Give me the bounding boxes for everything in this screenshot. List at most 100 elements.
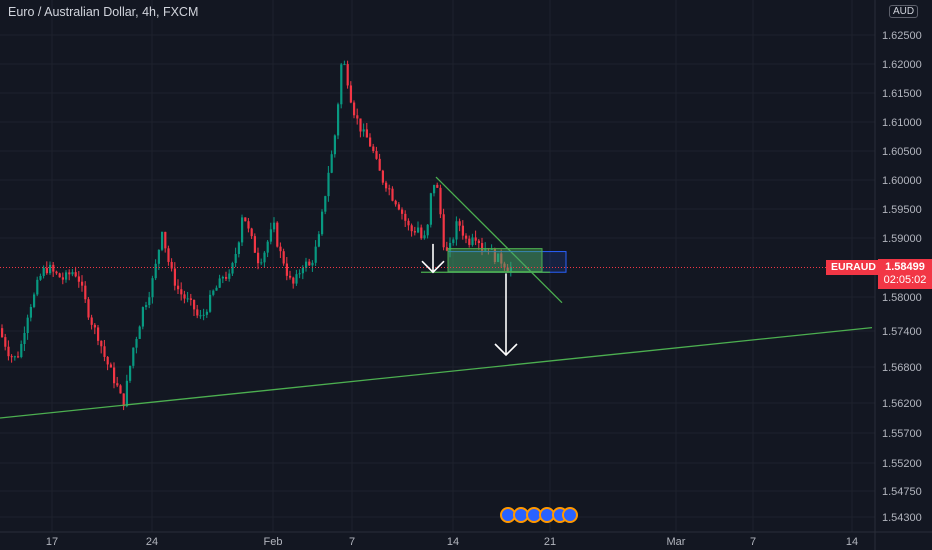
candle-body: [401, 209, 404, 214]
candle-body: [148, 297, 151, 306]
candle-body: [81, 281, 84, 286]
candle-body: [7, 346, 10, 357]
candle-body: [349, 85, 352, 103]
candle-body: [161, 231, 164, 250]
candle-body: [353, 102, 356, 116]
candle-body: [157, 249, 160, 264]
price-axis-label: 1.58000: [882, 292, 922, 304]
candle-body: [97, 327, 100, 341]
candle-body: [413, 231, 416, 233]
price-axis-label: 1.59000: [882, 233, 922, 245]
candle-body: [164, 231, 167, 249]
current-price-tag: 1.58499 02:05:02: [878, 259, 932, 289]
candle-body: [426, 224, 429, 236]
candle-body: [231, 263, 234, 274]
candle-body: [173, 268, 176, 286]
candle-body: [13, 356, 16, 358]
candle-body: [327, 172, 330, 197]
candle-body: [167, 248, 170, 262]
candle-body: [500, 253, 503, 264]
candle-body: [311, 262, 314, 266]
candle-body: [337, 104, 340, 136]
candle-body: [77, 276, 80, 282]
candle-body: [45, 267, 48, 274]
time-axis-label: 14: [846, 536, 858, 548]
candle-body: [52, 264, 55, 272]
time-axis-label: Feb: [264, 536, 283, 548]
time-axis-label: 17: [46, 536, 58, 548]
economic-events[interactable]: [500, 507, 580, 525]
candle-body: [4, 337, 7, 347]
event-icon[interactable]: [562, 507, 578, 523]
candle-body: [145, 305, 148, 308]
candle-body: [449, 242, 452, 251]
price-axis-label: 1.60500: [882, 146, 922, 158]
candle-body: [279, 246, 282, 252]
candle-body: [452, 239, 455, 243]
price-axis-label: 1.62000: [882, 59, 922, 71]
candle-body: [71, 272, 74, 275]
candle-body: [333, 135, 336, 155]
candle-body: [119, 385, 122, 394]
candle-body: [122, 393, 125, 407]
candle-body: [225, 276, 228, 279]
candle-body: [135, 338, 138, 348]
candle-body: [87, 299, 90, 318]
candle-body: [215, 287, 218, 291]
candle-body: [237, 242, 240, 254]
candle-body: [458, 221, 461, 226]
candle-body: [362, 129, 365, 132]
candle-body: [103, 346, 106, 357]
candle-body: [506, 267, 509, 272]
candle-body: [282, 251, 285, 264]
candle-body: [68, 272, 71, 275]
candle-body: [253, 236, 256, 253]
candle-body: [356, 115, 359, 119]
candle-body: [196, 309, 199, 316]
candle-body: [429, 193, 432, 225]
arrow-target-head: [494, 343, 518, 357]
current-price-value: 1.58499: [885, 261, 925, 273]
candle-body: [285, 263, 288, 276]
candle-body: [257, 252, 260, 264]
candle-body: [391, 188, 394, 201]
candle-body: [461, 225, 464, 236]
candle-body: [244, 217, 247, 222]
candle-body: [375, 151, 378, 159]
candle-body: [295, 274, 298, 284]
candle-body: [369, 137, 372, 147]
candle-body: [439, 187, 442, 215]
candle-body: [330, 154, 333, 173]
candle-body: [420, 227, 423, 239]
candle-body: [250, 228, 253, 237]
candle-body: [394, 200, 397, 205]
candle-body: [109, 364, 112, 368]
time-axis-label: 14: [447, 536, 459, 548]
candle-body: [276, 222, 279, 247]
candle-body: [218, 278, 221, 288]
price-axis-label: 1.62500: [882, 30, 922, 42]
candle-body: [273, 222, 276, 230]
candle-body: [189, 298, 192, 300]
candle-body: [471, 237, 474, 245]
candle-body: [465, 235, 468, 239]
price-axis-label: 1.55700: [882, 428, 922, 440]
candle-body: [199, 315, 202, 317]
price-axis-label: 1.57400: [882, 326, 922, 338]
candle-body: [292, 277, 295, 284]
price-axis-label: 1.56200: [882, 398, 922, 410]
candle-body: [202, 314, 205, 316]
currency-badge[interactable]: AUD: [889, 5, 919, 18]
candle-body: [29, 306, 32, 318]
candle-body: [154, 263, 157, 279]
candle-body: [170, 261, 173, 269]
candle-body: [33, 294, 36, 307]
candle-body: [23, 332, 26, 344]
candle-body: [503, 263, 506, 268]
candle-body: [39, 275, 42, 280]
price-axis-label: 1.60000: [882, 175, 922, 187]
price-axis-label: 1.56800: [882, 362, 922, 374]
candle-body: [241, 217, 244, 243]
